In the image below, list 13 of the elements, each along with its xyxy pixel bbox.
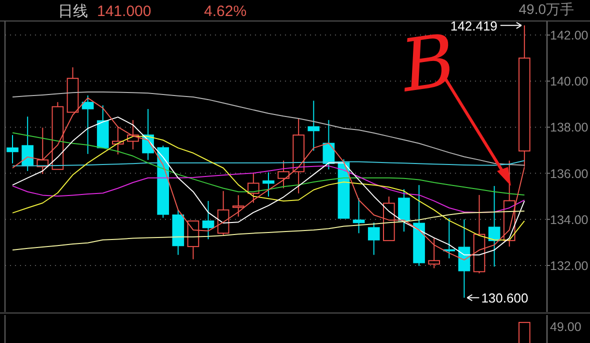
y-tick-label: 136.00	[550, 166, 588, 181]
y-tick-label: 134.00	[550, 212, 588, 227]
y-tick-label: 140.00	[550, 74, 588, 89]
y-tick-label: 142.00	[550, 28, 588, 43]
y-tick-label: 132.00	[550, 258, 588, 273]
text: 49.00	[550, 320, 582, 334]
text: 141.000	[97, 3, 152, 20]
y-tick-label: 138.00	[550, 120, 588, 135]
chart-title: 日线	[58, 3, 88, 20]
text: 4.62%	[204, 3, 247, 20]
text: 49.0万手	[518, 1, 574, 17]
annotation: 130.600	[481, 290, 528, 306]
annotation: 142.419	[450, 18, 498, 34]
